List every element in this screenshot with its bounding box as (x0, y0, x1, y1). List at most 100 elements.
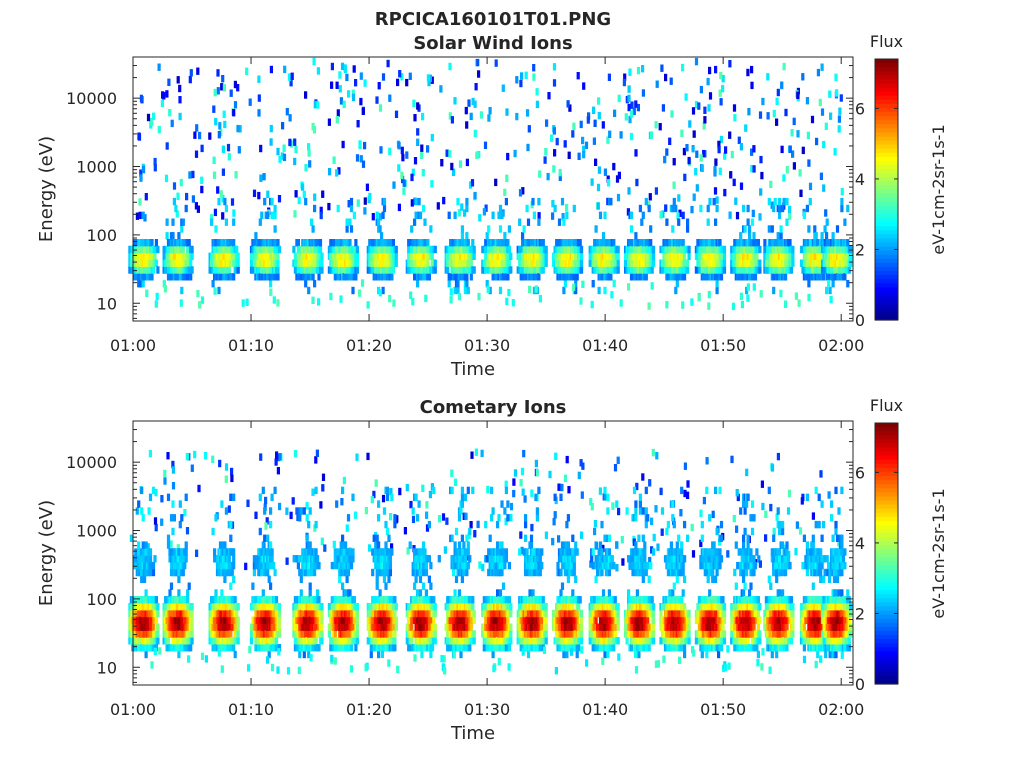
flux-cell (186, 273, 190, 281)
colorbar-title: Flux (870, 32, 903, 51)
flux-cell (339, 97, 343, 105)
flux-cell (450, 469, 454, 477)
flux-cell (544, 148, 548, 156)
flux-cell (756, 239, 760, 247)
flux-cell (391, 266, 395, 274)
flux-cell (226, 245, 230, 254)
flux-cell (220, 83, 224, 91)
flux-cell (563, 280, 567, 288)
flux-cell (390, 548, 394, 556)
flux-cell (477, 70, 481, 78)
flux-cell (190, 252, 194, 260)
flux-cell (184, 204, 188, 213)
flux-cell (342, 100, 346, 109)
flux-cell (229, 582, 233, 590)
flux-cell (229, 630, 233, 638)
flux-cell (581, 136, 585, 145)
flux-cell (270, 555, 274, 563)
flux-cell (245, 298, 249, 306)
flux-cell (259, 144, 263, 153)
flux-cell (361, 160, 366, 168)
flux-cell (718, 239, 722, 247)
flux-cell (644, 273, 648, 281)
flux-cell (148, 548, 153, 556)
flux-cell (723, 188, 727, 197)
flux-cell (327, 118, 331, 126)
flux-cell (144, 252, 148, 260)
flux-cell (440, 159, 444, 167)
flux-cell (276, 239, 280, 247)
flux-cell (152, 112, 156, 120)
flux-cell (169, 582, 174, 590)
flux-cell (276, 467, 280, 475)
flux-cell (335, 81, 339, 89)
flux-cell (166, 452, 170, 460)
flux-cell (478, 561, 482, 569)
flux-cell (610, 291, 614, 299)
flux-cell (730, 150, 734, 159)
flux-cell (740, 300, 744, 309)
flux-cell (433, 609, 437, 618)
flux-cell (356, 199, 360, 207)
flux-cell (847, 266, 851, 274)
flux-cell (525, 259, 529, 267)
flux-cell (828, 90, 832, 98)
flux-cell (816, 239, 820, 247)
flux-cell (384, 582, 388, 590)
flux-cell (187, 630, 191, 638)
flux-cell (699, 204, 703, 213)
flux-cell (161, 91, 165, 99)
flux-cell (227, 555, 231, 563)
flux-cell (572, 273, 576, 281)
flux-cell (278, 155, 282, 163)
flux-cell (214, 589, 218, 597)
flux-cell (467, 99, 471, 107)
colorbar-band (875, 303, 898, 309)
flux-cell (276, 273, 280, 281)
colorbar-band (875, 222, 898, 227)
flux-cell (474, 448, 478, 456)
flux-cell (310, 218, 314, 226)
flux-cell (355, 252, 359, 260)
flux-cell (227, 252, 231, 260)
flux-cell (200, 185, 204, 194)
flux-cell (200, 176, 204, 184)
flux-cell (421, 568, 426, 577)
flux-cell (512, 489, 516, 498)
flux-cell (316, 67, 320, 75)
flux-cell (283, 65, 287, 74)
flux-cell (635, 178, 639, 187)
flux-cell (735, 211, 740, 220)
flux-cell (522, 449, 526, 458)
flux-cell (775, 513, 779, 521)
flux-cell (229, 259, 233, 267)
flux-cell (341, 582, 345, 590)
flux-cell (146, 543, 150, 551)
flux-cell (378, 225, 382, 233)
flux-cell (190, 245, 194, 254)
colorbar-band (875, 144, 898, 150)
flux-cell (449, 288, 453, 296)
flux-cell (348, 239, 352, 247)
flux-cell (719, 273, 724, 281)
flux-cell (772, 286, 776, 295)
flux-cell (820, 232, 824, 240)
flux-cell (314, 245, 318, 254)
flux-cell (304, 280, 308, 288)
flux-cell (650, 131, 654, 139)
flux-cell (398, 487, 402, 496)
flux-cell (647, 302, 651, 310)
flux-cell (416, 280, 420, 288)
flux-cell (436, 202, 440, 210)
flux-cell (680, 252, 684, 260)
x-tick-label: 02:00 (818, 336, 864, 355)
flux-cell (227, 266, 231, 274)
flux-cell (511, 299, 515, 307)
flux-cell (596, 183, 601, 192)
flux-cell (222, 110, 226, 118)
flux-cell (652, 259, 656, 267)
flux-cell (151, 603, 156, 611)
flux-cell (266, 568, 270, 577)
colorbar-band (875, 238, 898, 244)
flux-cell (151, 568, 156, 577)
